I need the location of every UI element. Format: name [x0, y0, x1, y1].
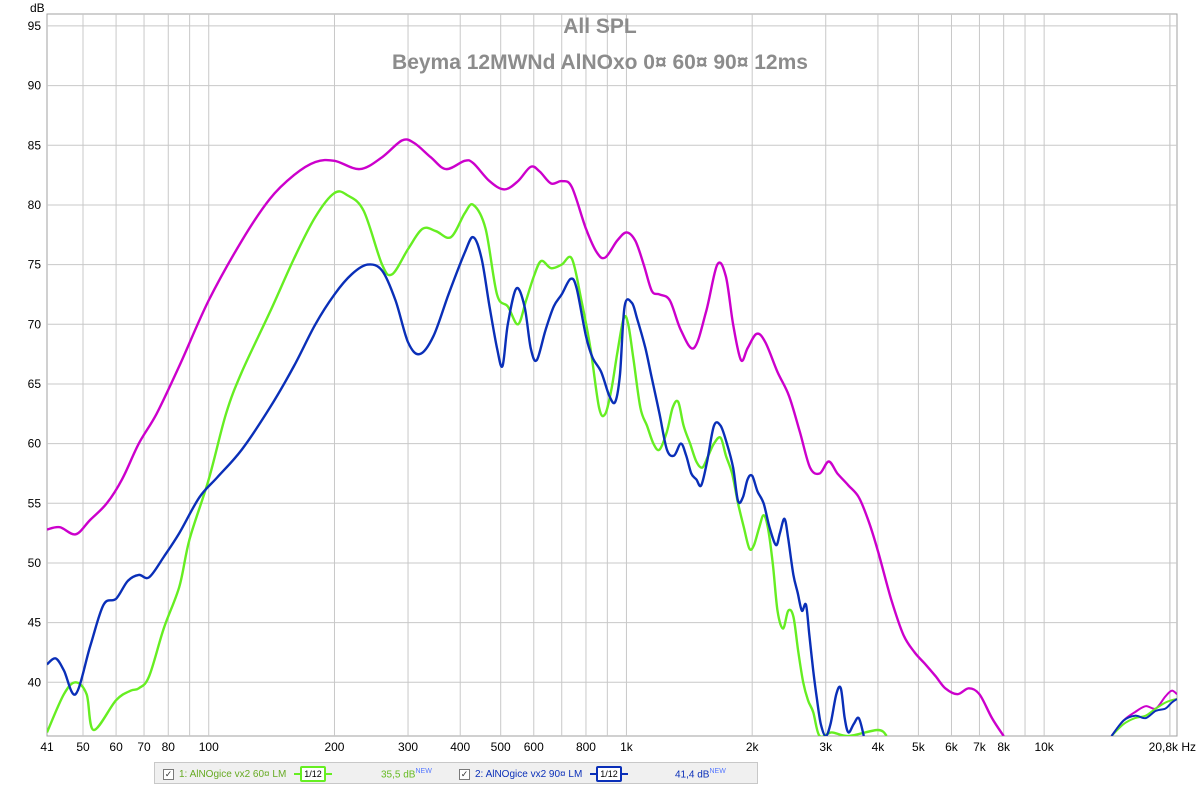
y-tick-label: 60 [28, 437, 42, 451]
smoothing-badge-1: 1/12 [300, 766, 326, 782]
level-value-1: 35,5 dB [381, 769, 416, 781]
series-line-blue-tail [1110, 698, 1177, 736]
new-badge-1: NEW [415, 767, 432, 775]
series-line-magenta [47, 138, 1005, 736]
series-lines [47, 138, 1177, 736]
legend-level-1: 35,5 dBNEW [381, 766, 432, 782]
y-tick-label: 45 [28, 616, 42, 630]
x-tick-label: 3k [819, 740, 833, 754]
y-tick-label: 80 [28, 198, 42, 212]
y-tick-labels: 95 90 85 80 75 70 65 60 55 50 45 40 [28, 19, 42, 689]
x-tick-label: 2k [746, 740, 760, 754]
grid [47, 14, 1177, 736]
legend: ✓ 1: AlNOgice vx2 60¤ LM 1/12 35,5 dBNEW… [154, 762, 758, 784]
smoothing-badge-2: 1/12 [596, 766, 622, 782]
y-tick-label: 90 [28, 79, 42, 93]
y-tick-label: 70 [28, 317, 42, 331]
x-tick-label: 4k [872, 740, 886, 754]
legend-item-2[interactable]: ✓ 2: AlNOgice vx2 90¤ LM 1/12 [459, 766, 628, 782]
x-tick-label: 500 [491, 740, 511, 754]
y-tick-label: 75 [28, 258, 42, 272]
smoothing-control-2[interactable]: 1/12 [590, 766, 628, 782]
x-tick-label: 6k [945, 740, 959, 754]
series-line-green-tail [1110, 698, 1177, 736]
legend-level-2: 41,4 dBNEW [675, 766, 726, 782]
level-value-2: 41,4 dB [675, 769, 710, 781]
x-tick-label: 10k [1034, 740, 1054, 754]
x-tick-label: 1k [620, 740, 634, 754]
x-tick-label: 7k [973, 740, 987, 754]
x-tick-labels: 41 50 60 70 80 100 200 300 400 500 600 800 1k 2k 3k 4k 5… [40, 740, 1196, 754]
x-tick-label: 41 [40, 740, 54, 754]
x-tick-label: 8k [997, 740, 1011, 754]
series-line-blue [47, 235, 865, 736]
y-tick-label: 55 [28, 496, 42, 510]
x-tick-label: 600 [524, 740, 544, 754]
y-tick-label: 85 [28, 138, 42, 152]
plot-background [46, 13, 1178, 737]
x-tick-label: 5k [912, 740, 926, 754]
x-tick-label: 50 [76, 740, 90, 754]
spl-chart: 41 50 60 70 80 100 200 300 400 500 600 800 1k 2k 3k 4k 5… [28, 1, 1196, 754]
legend-item-1[interactable]: ✓ 1: AlNOgice vx2 60¤ LM 1/12 [163, 766, 332, 782]
x-tick-label: 70 [137, 740, 151, 754]
smoothing-line-icon [294, 773, 301, 775]
legend-name-2: 2: AlNOgice vx2 90¤ LM [475, 768, 583, 780]
y-tick-label: 95 [28, 19, 42, 33]
x-tick-label: 800 [576, 740, 596, 754]
x-tick-label: 20,8k Hz [1149, 740, 1196, 754]
smoothing-line-icon [621, 773, 628, 775]
x-tick-label: 200 [324, 740, 344, 754]
chart-title: All SPL [563, 15, 637, 38]
x-tick-label: 60 [109, 740, 123, 754]
legend-name-1: 1: AlNOgice vx2 60¤ LM [179, 768, 287, 780]
x-tick-label: 400 [450, 740, 470, 754]
legend-checkbox-2[interactable]: ✓ [459, 768, 470, 780]
x-tick-label: 100 [199, 740, 219, 754]
chart-subtitle: Beyma 12MWNd AlNOxo 0¤ 60¤ 90¤ 12ms [392, 51, 808, 74]
x-tick-label: 300 [398, 740, 418, 754]
y-tick-label: 65 [28, 377, 42, 391]
x-tick-label: 80 [162, 740, 176, 754]
smoothing-line-icon [325, 773, 332, 775]
y-tick-label: 50 [28, 556, 42, 570]
legend-checkbox-1[interactable]: ✓ [163, 768, 174, 780]
y-axis-label: dB [30, 1, 45, 15]
new-badge-2: NEW [709, 767, 726, 775]
smoothing-line-icon [590, 773, 597, 775]
smoothing-control-1[interactable]: 1/12 [294, 766, 332, 782]
series-line-green [47, 190, 888, 736]
y-tick-label: 40 [28, 675, 42, 689]
